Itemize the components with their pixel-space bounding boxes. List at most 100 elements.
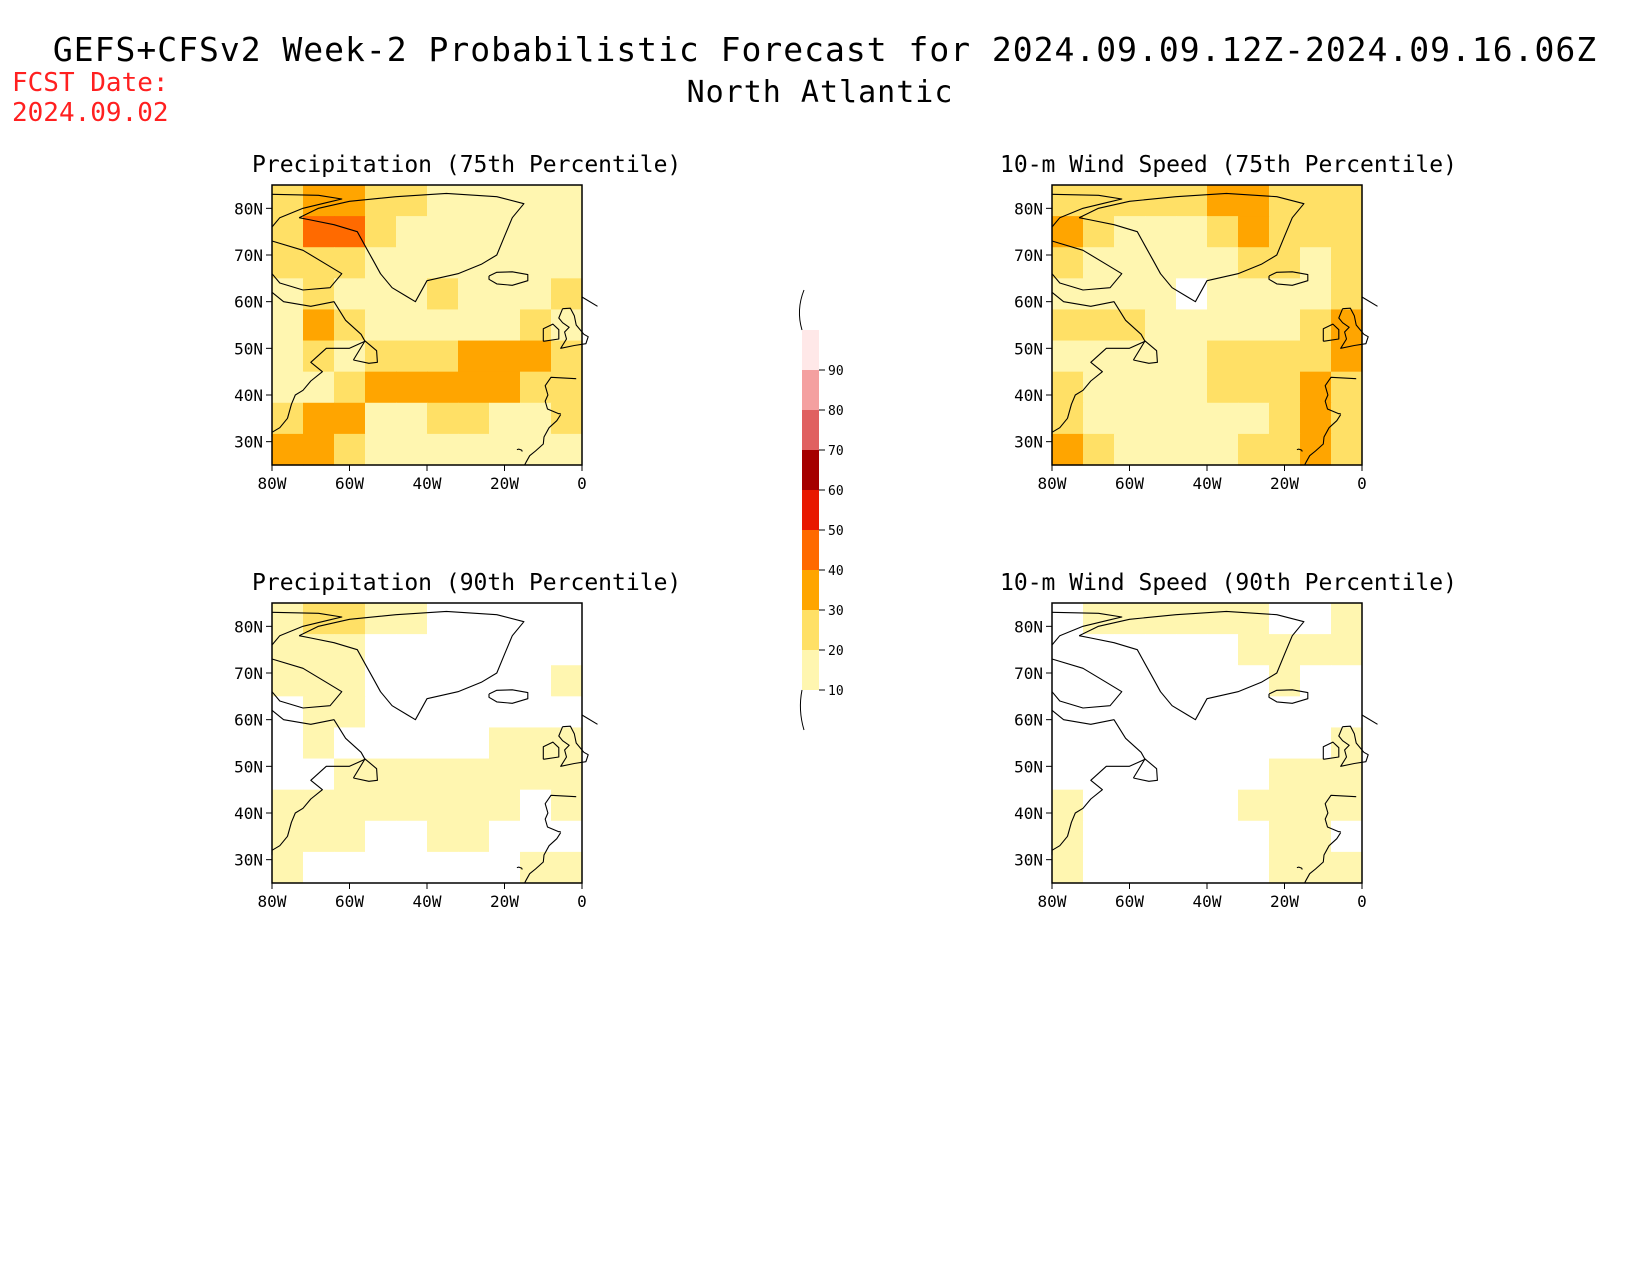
heatmap-cell [1300,696,1332,729]
heatmap-cell [272,278,304,311]
heatmap-cell [1331,433,1363,466]
heatmap-cell [1145,216,1177,248]
heatmap-cell [1083,371,1115,404]
heatmap-cell [303,851,335,884]
heatmap-cell [303,185,335,217]
heatmap-cell [1207,851,1239,884]
x-tick-label: 80W [258,474,287,493]
colorbar-segment [802,490,819,530]
heatmap-cell [272,340,304,373]
heatmap-cell [1207,727,1239,760]
x-tick-label: 40W [1193,474,1222,493]
y-tick-label: 30N [1014,851,1043,870]
heatmap-cell [1083,634,1115,666]
heatmap-cell [1207,278,1239,311]
heatmap-cell [551,789,583,822]
heatmap-cell [458,789,490,822]
heatmap-cell [1331,247,1363,279]
colorbar-tick-label: 50 [828,524,844,539]
heatmap-field [1052,603,1363,884]
heatmap-cell [1207,603,1239,635]
heatmap-cell [1052,665,1084,697]
heatmap-cell [334,278,366,311]
x-tick-label: 80W [1038,892,1067,911]
heatmap-cell [1083,247,1115,279]
x-tick-label: 40W [413,892,442,911]
heatmap-cell [1176,665,1208,697]
heatmap-cell [1238,185,1270,217]
africa-coastline [1304,832,1342,884]
heatmap-cell [1238,309,1270,342]
heatmap-cell [1238,820,1270,853]
britain-coastline [558,725,589,767]
heatmap-cell [1145,820,1177,853]
heatmap-cell [396,371,428,404]
heatmap-cell [427,340,459,373]
colorbar-tick-label: 80 [828,404,844,419]
heatmap-cell [1207,789,1239,822]
main-title: GEFS+CFSv2 Week-2 Probabilistic Forecast… [0,30,1650,110]
heatmap-cell [334,665,366,697]
heatmap-cell [1300,278,1332,311]
heatmap-cell [458,185,490,217]
canaries-coastline [516,866,523,870]
heatmap-cell [1145,278,1177,311]
heatmap-cell [1176,340,1208,373]
x-tick-label: 0 [577,892,587,911]
heatmap-cell [1238,603,1270,635]
heatmap-cell [1300,603,1332,635]
y-tick-label: 60N [1014,293,1043,312]
heatmap-cell [365,185,397,217]
colorbar-segment [802,450,819,490]
heatmap-cell [458,603,490,635]
heatmap-cell [1269,340,1301,373]
heatmap-cell [427,309,459,342]
heatmap-cell [1238,727,1270,760]
heatmap-cell [1114,665,1146,697]
heatmap-cell [489,433,521,466]
heatmap-cell [520,216,552,248]
x-tick-label: 60W [1115,892,1144,911]
heatmap-cell [489,851,521,884]
colorbar-tick-label: 30 [828,604,844,619]
heatmap-cell [520,820,552,853]
heatmap-cell [1145,634,1177,666]
heatmap-cell [1331,696,1363,729]
heatmap-cell [520,402,552,435]
heatmap-cell [489,634,521,666]
heatmap-cell [1052,696,1084,729]
heatmap-cell [1269,789,1301,822]
heatmap-cell [1176,603,1208,635]
heatmap-cell [334,789,366,822]
heatmap-cell [427,851,459,884]
colorbar-segment [802,570,819,610]
heatmap-cell [396,340,428,373]
x-tick-label: 0 [1357,474,1367,493]
y-tick-label: 40N [234,386,263,405]
heatmap-cell [1176,789,1208,822]
heatmap-cell [1145,402,1177,435]
heatmap-cell [1269,402,1301,435]
heatmap-cell [427,634,459,666]
heatmap-cell [427,185,459,217]
forecast-date: FCST Date: 2024.09.02 [12,68,169,128]
ellesmere-coastline [1051,193,1123,228]
heatmap-cell [365,309,397,342]
heatmap-cell [365,727,397,760]
heatmap-cell [1207,402,1239,435]
heatmap-cell [303,433,335,466]
heatmap-cell [272,185,304,217]
heatmap-cell [1083,851,1115,884]
heatmap-cell [551,402,583,435]
heatmap-cell [365,278,397,311]
heatmap-cell [1331,758,1363,791]
heatmap-cell [551,185,583,217]
heatmap-cell [551,634,583,666]
heatmap-cell [365,820,397,853]
heatmap-cell [427,247,459,279]
heatmap-cell [1269,603,1301,635]
heatmap-cell [489,402,521,435]
map-panel-wind-90: 80W 60W 40W 20W 0 80N 70N 60N 50N 40N 30N [1014,602,1378,911]
heatmap-cell [272,851,304,884]
newfoundland-coastline [352,340,378,364]
